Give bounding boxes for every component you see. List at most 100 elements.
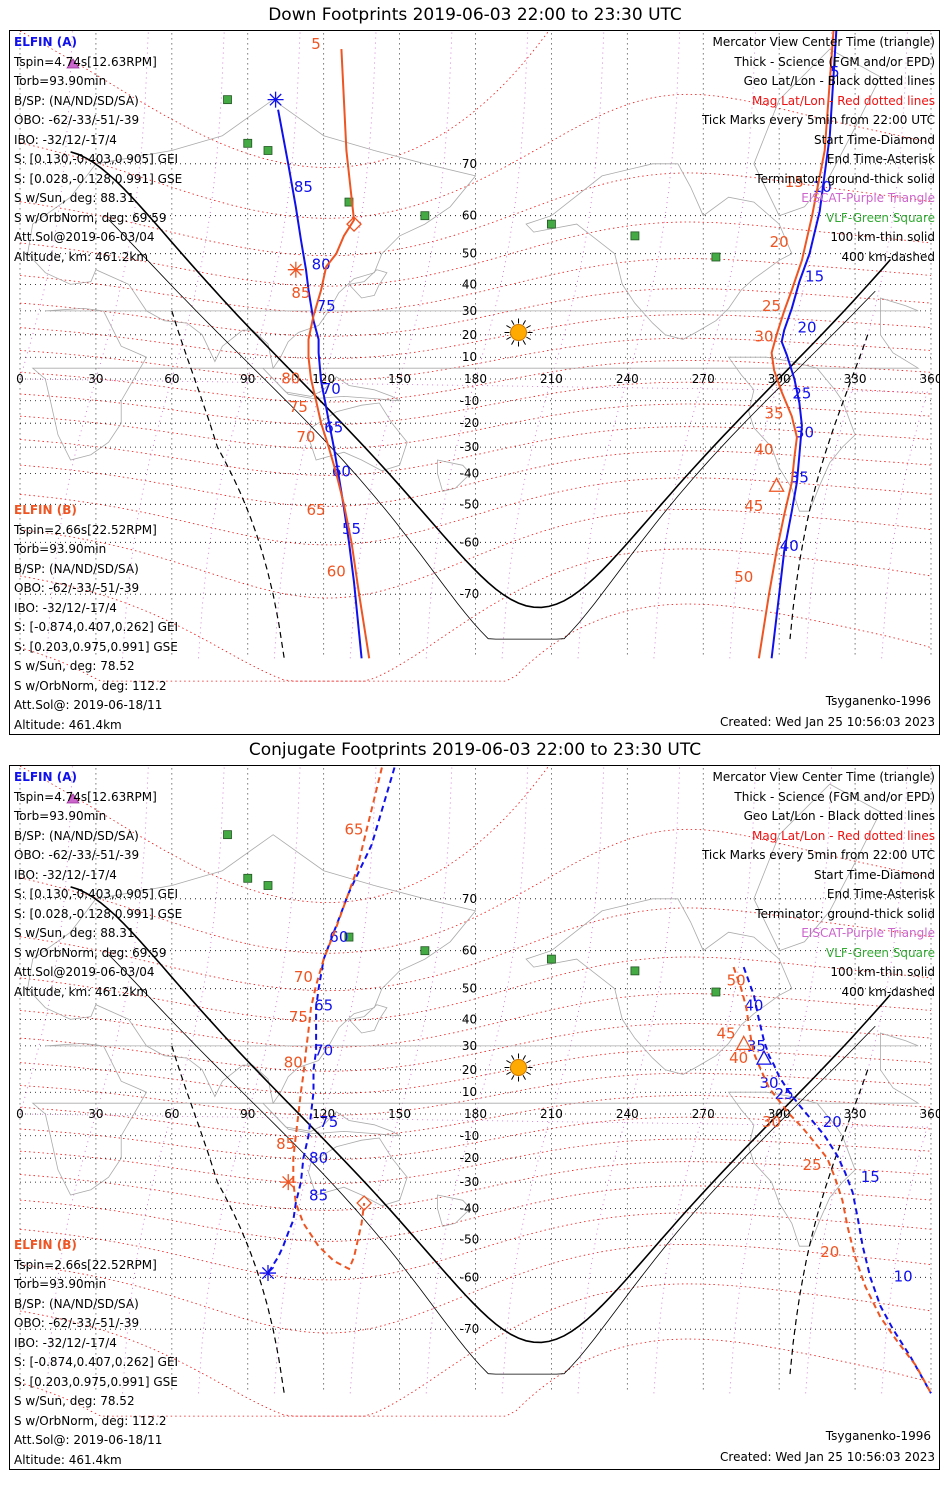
vlf-station-icon: [547, 219, 556, 229]
footprint-track: [757, 31, 835, 659]
lat-tick-label: -40: [460, 1202, 480, 1216]
mag-meridian: [425, 31, 529, 659]
sun-ray: [522, 340, 526, 345]
track-tick-label: 75: [317, 297, 336, 315]
info-line: S w/OrbNorm, deg: 112.2: [14, 1413, 167, 1428]
track-tick-label: 65: [307, 501, 326, 519]
track-tick-label: 80: [309, 1149, 328, 1167]
track-tick-label: 85: [291, 284, 310, 302]
mag-meridian: [729, 766, 832, 1394]
vlf-station-icon: [223, 95, 232, 105]
track-tick-label: 25: [792, 385, 811, 403]
mag-parallel: [19, 172, 932, 257]
eiscat-triangle-icon: [66, 58, 80, 69]
lon-tick-label: 360: [920, 1107, 940, 1121]
info-line: Altitude: 461.4km: [14, 717, 122, 732]
eiscat-triangle-icon: [66, 793, 80, 804]
lon-tick-label: 240: [616, 1107, 639, 1121]
coastline: [27, 834, 477, 1105]
mag-meridian: [501, 31, 605, 659]
lat-tick-label: 70: [462, 892, 477, 906]
info-line: Att.Sol@: 2019-06-18/11: [14, 1433, 163, 1447]
info-line: S w/OrbNorm, deg: 69.59: [14, 210, 167, 225]
lon-tick-label: 360: [920, 372, 940, 386]
footprint-track: [307, 49, 371, 659]
legend-item: Geo Lat/Lon - Black dotted lines: [743, 809, 935, 823]
lon-tick-label: 210: [540, 372, 563, 386]
mag-parallel: [19, 31, 932, 168]
legend-item: End Time-Asterisk: [826, 152, 935, 166]
lat-tick-label: 70: [462, 157, 477, 171]
track-tick-label: 5: [830, 63, 840, 81]
info-line: B/SP: (NA/ND/SD/SA): [14, 828, 139, 843]
legend-item: 100 km-thin solid: [830, 230, 935, 244]
sun-icon: [510, 1058, 528, 1076]
mag-meridian: [198, 766, 301, 1394]
map-svg-down: 0 30 60 90 120 150 180 210 240 270 300 330 360 70 60 50…: [16, 31, 940, 682]
lat-tick-label: -50: [460, 497, 480, 511]
sun-ray: [506, 1060, 511, 1064]
info-line: S w/OrbNorm, deg: 112.2: [14, 678, 167, 693]
mag-meridian: [46, 31, 149, 659]
legend-item: Tick Marks every 5min from 22:00 UTC: [701, 113, 935, 127]
lon-tick-label: 90: [240, 1107, 255, 1121]
legend-item: Start Time-Diamond: [813, 867, 935, 882]
coastline: [31, 1032, 920, 1196]
mag-meridian: [577, 31, 681, 659]
info-line: IBO: -32/12/-17/4: [14, 132, 117, 147]
start-diamond-icon: [346, 216, 362, 233]
vlf-station-icon: [223, 830, 232, 840]
info-line: S: [0.028,-0.128,0.991] GSE: [14, 906, 183, 921]
lon-tick-label: 60: [164, 372, 179, 386]
info-line: Torb=93.90min: [14, 74, 107, 88]
track-tick-label: 15: [785, 173, 804, 191]
track-tick-label: 40: [729, 1049, 748, 1067]
legend-item: VLF-Green Square: [826, 210, 935, 225]
mag-parallel: [19, 93, 932, 219]
lat-tick-label: -40: [460, 467, 480, 481]
lat-tick-label: -50: [460, 1232, 480, 1246]
coastline: [308, 402, 408, 472]
info-line: IBO: -32/12/-17/4: [14, 600, 117, 615]
mag-meridian: [577, 766, 681, 1394]
lat-tick-label: 40: [462, 1012, 477, 1026]
elfin-b-label: ELFIN (B): [14, 503, 77, 517]
track-tick-label: 55: [342, 520, 361, 538]
coastline: [525, 898, 793, 1075]
footprint-track: [732, 966, 932, 1394]
legend-item: EISCAT-Purple Triangle: [801, 191, 935, 205]
sun-ray: [506, 325, 511, 329]
chart-frame-conjugate: 0 30 60 90 120 150 180 210 240 270 300 330 360 70 60 50…: [9, 765, 940, 1470]
lat-tick-label: -20: [460, 1151, 480, 1165]
mag-parallel: [19, 1161, 932, 1211]
lon-tick-label: 300: [768, 372, 791, 386]
info-line: Altitude, km: 461.2km: [14, 984, 149, 999]
mag-parallel: [19, 1283, 932, 1417]
info-line: IBO: -32/12/-17/4: [14, 867, 117, 882]
mag-parallel: [19, 288, 932, 337]
mag-meridian: [425, 766, 529, 1394]
legend-item: Mercator View Center Time (triangle): [712, 770, 935, 784]
vlf-station-icon: [547, 954, 556, 964]
mag-parallel: [19, 828, 932, 954]
legend-item: 400 km-dashed: [841, 984, 935, 999]
map-layer: 0 30 60 90 120 150 180 210 240 270 300 330 360 70 60 50…: [16, 766, 940, 1417]
mag-parallel: [19, 1338, 932, 1417]
lat-tick-label: 20: [462, 328, 477, 342]
mag-meridian: [122, 31, 225, 659]
mag-parallel: [19, 766, 932, 903]
info-line: S: [-0.874,0.407,0.262] GEI: [14, 1355, 179, 1369]
info-line: Tspin=4.74s[12.63RPM]: [14, 54, 157, 69]
footprint-track: [292, 767, 383, 1271]
lon-tick-label: 330: [844, 1107, 867, 1121]
chart-title-conjugate: Conjugate Footprints 2019-06-03 22:00 to…: [248, 740, 702, 760]
lat-tick-label: 10: [462, 1085, 477, 1099]
track-tick-label: 40: [744, 997, 763, 1015]
track-tick-label: 15: [805, 268, 824, 286]
lat-tick-label: -20: [460, 416, 480, 430]
lon-tick-label: 90: [240, 372, 255, 386]
mag-parallel: [19, 1212, 932, 1281]
vlf-station-icon: [711, 252, 721, 262]
mag-parallel: [19, 1185, 932, 1242]
info-line: Tspin=2.66s[22.52RPM]: [14, 522, 157, 537]
